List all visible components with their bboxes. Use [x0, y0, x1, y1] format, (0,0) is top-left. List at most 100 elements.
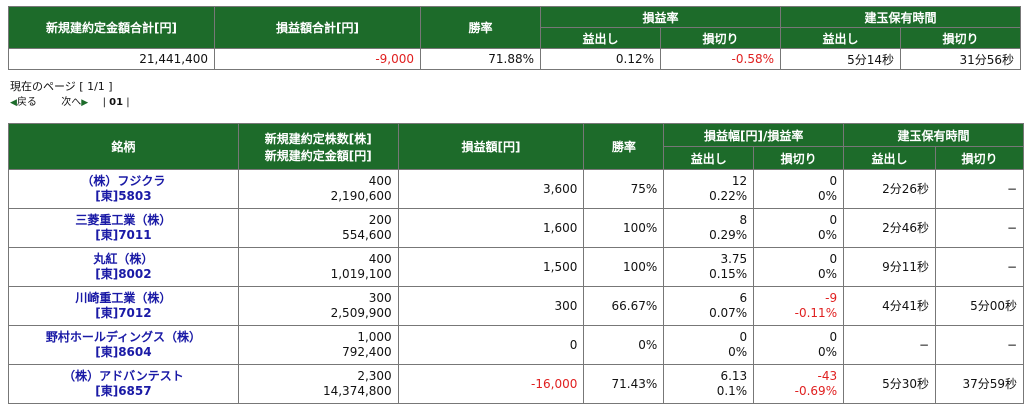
brand-name-link[interactable]: （株）フジクラ: [81, 174, 166, 188]
win-rate-value: 66.67%: [611, 298, 658, 313]
summary-hold-profit: 5分14秒: [780, 48, 901, 70]
loss-width-value: -43: [817, 369, 838, 383]
header-pl-rate-profit: 益出し: [540, 27, 661, 49]
header-hold-profit-detail: 益出し: [843, 146, 936, 170]
loss-width-value: 0: [829, 213, 838, 227]
amount-value: 792,400: [342, 345, 392, 359]
pl-value: 0: [569, 337, 578, 352]
header-width-loss: 損切り: [753, 146, 845, 170]
profit-width-value: 8: [739, 213, 748, 227]
amount-value: 554,600: [342, 228, 392, 242]
loss-rate-value: 0%: [818, 345, 838, 359]
table-row: 川崎重工業（株） [東]7012 300 2,509,900 300 66.67% 6 0.0…: [8, 286, 1024, 326]
brand-cell: 丸紅（株） [東]8002: [8, 247, 239, 287]
next-label: 次へ: [61, 97, 82, 108]
brand-code-link[interactable]: [東]8604: [95, 345, 152, 359]
header-hold-loss: 損切り: [900, 27, 1021, 49]
header-pl-rate-loss: 損切り: [660, 27, 781, 49]
amount-value: 2,509,900: [330, 306, 392, 320]
profit-width-value: 0: [739, 330, 748, 344]
hold-profit-value: 2分26秒: [882, 181, 929, 196]
qty-value: 300: [368, 291, 392, 305]
header-width-profit: 益出し: [663, 146, 755, 170]
qty-value: 400: [368, 252, 392, 266]
profit-width-value: 3.75: [720, 252, 748, 266]
profit-rate-value: 0.1%: [716, 384, 748, 398]
brand-code-link[interactable]: [東]7012: [95, 306, 152, 320]
pl-value: 1,600: [543, 220, 578, 235]
brand-cell: 三菱重工業（株） [東]7011: [8, 208, 239, 248]
header-hold-profit: 益出し: [780, 27, 901, 49]
brand-name-link[interactable]: （株）アドバンテスト: [63, 369, 184, 383]
hold-profit-value: 5分30秒: [882, 376, 929, 391]
brand-name-link[interactable]: 丸紅（株）: [93, 252, 154, 266]
win-rate-value: 0%: [638, 337, 658, 352]
loss-rate-value: 0%: [818, 267, 838, 281]
pl-value: -16,000: [531, 376, 578, 391]
brand-code-link[interactable]: [東]5803: [95, 189, 152, 203]
qty-value: 2,300: [357, 369, 392, 383]
brand-name-link[interactable]: 川崎重工業（株）: [75, 291, 172, 305]
loss-rate-value: 0%: [818, 228, 838, 242]
brand-name-link[interactable]: 野村ホールディングス（株）: [45, 330, 201, 344]
loss-width-value: 0: [829, 252, 838, 266]
table-row: 三菱重工業（株） [東]7011 200 554,600 1,600 100% 8 0.29%…: [8, 208, 1024, 248]
hold-profit-value: 4分41秒: [882, 298, 929, 313]
loss-width-value: 0: [829, 174, 838, 188]
profit-rate-value: 0.29%: [709, 228, 748, 242]
summary-win-rate: 71.88%: [420, 48, 541, 70]
table-row: （株）アドバンテスト [東]6857 2,300 14,374,800 -16,000 7…: [8, 364, 1024, 404]
triangle-left-icon: ◀: [10, 98, 17, 108]
hold-loss-value: −: [1006, 181, 1017, 196]
qty-value: 1,000: [357, 330, 392, 344]
win-rate-value: 100%: [622, 259, 658, 274]
profit-rate-value: 0.07%: [709, 306, 748, 320]
brand-cell: 野村ホールディングス（株） [東]8604: [8, 325, 239, 365]
brand-code-link[interactable]: [東]7011: [95, 228, 152, 242]
loss-rate-value: -0.69%: [794, 384, 838, 398]
header-qty-amount: 新規建約定株数[株] 新規建約定金額[円]: [237, 123, 399, 170]
win-rate-value: 75%: [630, 181, 658, 196]
win-rate-value: 100%: [622, 220, 658, 235]
amount-value: 2,190,600: [330, 189, 392, 203]
header-pl-rate: 損益率: [540, 6, 781, 28]
summary-pl-rate-profit: 0.12%: [540, 48, 661, 70]
table-row: 野村ホールディングス（株） [東]8604 1,000 792,400 0 0% 0 0% 0 0…: [8, 325, 1024, 365]
hold-profit-value: −: [918, 337, 929, 352]
next-link[interactable]: 次へ▶: [61, 97, 88, 108]
detail-table: 銘柄 新規建約定株数[株] 新規建約定金額[円] 損益額[円] 勝率 損益幅[円…: [8, 123, 1024, 404]
brand-code-link[interactable]: [東]8002: [95, 267, 152, 281]
header-brand: 銘柄: [8, 123, 239, 170]
triangle-right-icon: ▶: [81, 98, 89, 108]
pl-value: 3,600: [543, 181, 578, 196]
header-pl-total: 損益額合計[円]: [214, 6, 421, 49]
amount-value: 14,374,800: [322, 384, 392, 398]
page-number-link[interactable]: 01: [109, 97, 124, 108]
loss-width-value: 0: [829, 330, 838, 344]
profit-rate-value: 0.15%: [709, 267, 748, 281]
header-qty: 新規建約定株数[株]: [264, 131, 372, 146]
brand-code-link[interactable]: [東]6857: [95, 384, 152, 398]
pl-value: 300: [554, 298, 578, 313]
brand-name-link[interactable]: 三菱重工業（株）: [75, 213, 172, 227]
header-amount: 新規建約定金額[円]: [264, 148, 372, 163]
hold-profit-value: 9分11秒: [882, 259, 929, 274]
summary-table: 新規建約定金額合計[円] 損益額合計[円] 勝率 損益率 建玉保有時間 益出し …: [8, 6, 1021, 70]
summary-pl-rate-loss: -0.58%: [660, 48, 781, 70]
loss-rate-value: -0.11%: [794, 306, 838, 320]
summary-pl-total: -9,000: [214, 48, 421, 70]
qty-value: 400: [368, 174, 392, 188]
back-link[interactable]: ◀戻る: [10, 97, 37, 108]
profit-rate-value: 0.22%: [709, 189, 748, 203]
table-row: 丸紅（株） [東]8002 400 1,019,100 1,500 100% 3.75 0.1…: [8, 247, 1024, 287]
table-row: （株）フジクラ [東]5803 400 2,190,600 3,600 75% 12 0.22…: [8, 169, 1024, 209]
brand-cell: （株）フジクラ [東]5803: [8, 169, 239, 209]
profit-width-value: 6: [739, 291, 748, 305]
hold-loss-value: −: [1006, 259, 1017, 274]
loss-rate-value: 0%: [818, 189, 838, 203]
pl-value: 1,500: [543, 259, 578, 274]
summary-new-amount-total: 21,441,400: [8, 48, 215, 70]
page-separator-left: |: [102, 97, 106, 108]
header-win-rate: 勝率: [420, 6, 541, 49]
header-width-rate: 損益幅[円]/損益率: [663, 123, 845, 147]
